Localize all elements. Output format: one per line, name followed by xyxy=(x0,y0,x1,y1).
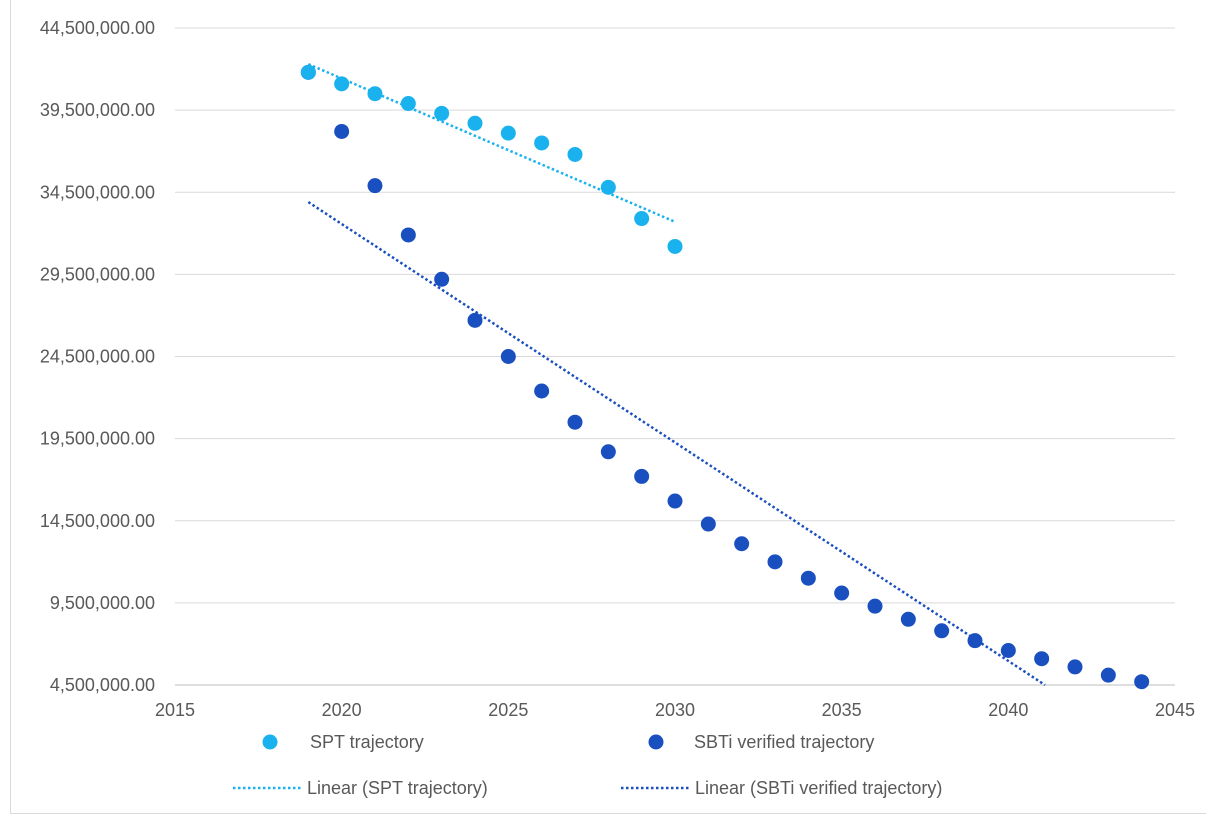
spt-point xyxy=(567,146,583,162)
legend-spt-marker xyxy=(262,734,278,750)
legend: SPT trajectory SBTi verified trajectory Li… xyxy=(233,732,942,798)
legend-sbti-label: SBTi verified trajectory xyxy=(694,732,874,752)
y-tick-label: 14,500,000.00 xyxy=(40,511,155,531)
sbti-point xyxy=(567,414,583,430)
trendline-sbti xyxy=(307,201,1046,687)
sbti-point xyxy=(467,312,483,328)
x-tick-label: 2045 xyxy=(1155,700,1195,720)
sbti-point xyxy=(1100,667,1116,683)
sbti-point xyxy=(434,271,450,287)
sbti-point xyxy=(767,554,783,570)
spt-point xyxy=(434,105,450,121)
axes: 4,500,000.00 9,500,000.00 14,500,000.00 19,… xyxy=(40,18,1195,720)
sbti-point xyxy=(367,178,383,194)
sbti-point xyxy=(700,516,716,532)
y-tick-label: 44,500,000.00 xyxy=(40,18,155,38)
sbti-point xyxy=(400,227,416,243)
spt-point xyxy=(467,115,483,131)
sbti-point xyxy=(967,633,983,649)
sbti-point xyxy=(934,623,950,639)
legend-linear-spt-label: Linear (SPT trajectory) xyxy=(307,778,488,798)
sbti-point xyxy=(634,468,650,484)
sbti-point xyxy=(600,444,616,460)
y-tick-label: 9,500,000.00 xyxy=(50,593,155,613)
x-tick-label: 2025 xyxy=(488,700,528,720)
x-tick-label: 2020 xyxy=(322,700,362,720)
sbti-point xyxy=(867,598,883,614)
sbti-point xyxy=(1134,674,1150,690)
spt-point xyxy=(334,76,350,92)
gridlines xyxy=(175,27,1175,604)
y-tick-label: 39,500,000.00 xyxy=(40,100,155,120)
sbti-point xyxy=(1067,659,1083,675)
trendline-spt xyxy=(307,62,676,223)
legend-sbti-marker xyxy=(648,734,664,750)
spt-point xyxy=(400,96,416,112)
spt-point xyxy=(300,64,316,80)
spt-point xyxy=(534,135,550,151)
spt-point xyxy=(600,179,616,195)
data-points xyxy=(300,64,1150,690)
sbti-point xyxy=(800,570,816,586)
sbti-point xyxy=(1000,643,1016,659)
x-tick-label: 2035 xyxy=(822,700,862,720)
spt-point xyxy=(634,211,650,227)
sbti-point xyxy=(834,585,850,601)
sbti-point xyxy=(734,536,750,552)
spt-point xyxy=(500,125,516,141)
x-tick-label: 2040 xyxy=(988,700,1028,720)
trendlines xyxy=(307,62,1046,687)
y-tick-label: 19,500,000.00 xyxy=(40,429,155,449)
spt-point xyxy=(367,86,383,102)
sbti-point xyxy=(1034,651,1050,667)
sbti-point xyxy=(900,611,916,627)
y-tick-label: 24,500,000.00 xyxy=(40,347,155,367)
spt-point xyxy=(667,238,683,254)
sbti-point xyxy=(500,349,516,364)
y-tick-label: 29,500,000.00 xyxy=(40,264,155,284)
x-tick-label: 2015 xyxy=(155,700,195,720)
y-tick-label: 4,500,000.00 xyxy=(50,675,155,695)
legend-linear-sbti-label: Linear (SBTi verified trajectory) xyxy=(695,778,942,798)
x-tick-label: 2030 xyxy=(655,700,695,720)
sbti-point xyxy=(334,123,350,139)
sbti-point xyxy=(534,383,550,399)
y-tick-label: 34,500,000.00 xyxy=(40,182,155,202)
legend-spt-label: SPT trajectory xyxy=(310,732,424,752)
sbti-point xyxy=(667,493,683,509)
